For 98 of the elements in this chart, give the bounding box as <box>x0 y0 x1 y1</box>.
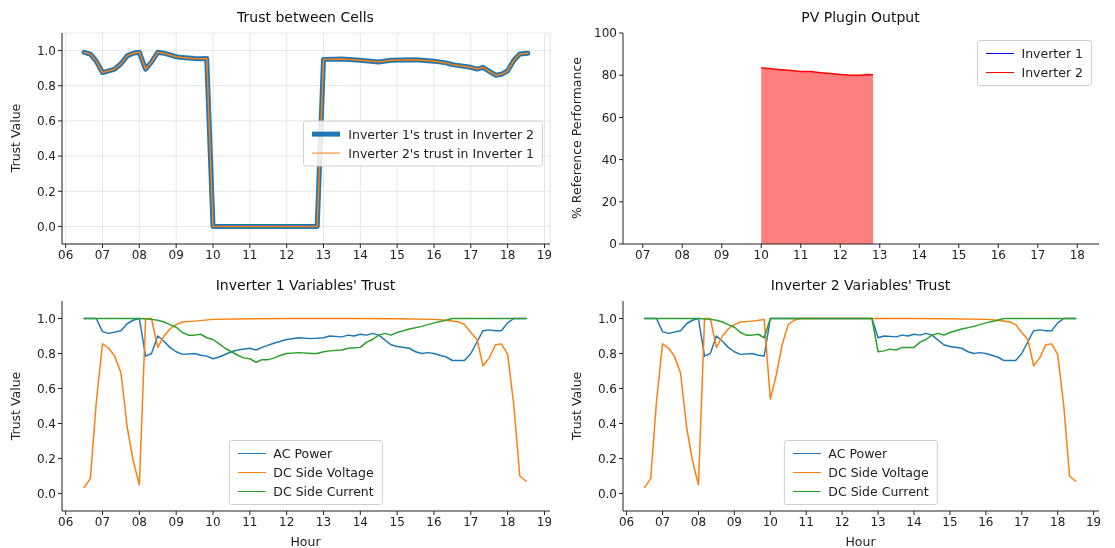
y-tick-label: 0 <box>609 237 617 252</box>
x-tick-label: 11 <box>793 247 809 262</box>
legend-label: Inverter 2 <box>1021 65 1083 80</box>
legend-label: DC Side Current <box>273 484 374 499</box>
x-tick-label: 10 <box>205 247 221 262</box>
y-tick-label: 0.0 <box>597 486 617 501</box>
x-tick-label: 18 <box>1069 247 1085 262</box>
y-tick-label: 60 <box>601 110 617 125</box>
x-tick-label: 19 <box>1085 514 1102 529</box>
x-tick-label: 17 <box>463 247 479 262</box>
x-tick-label: 10 <box>753 247 769 262</box>
x-axis-title: Hour <box>844 534 877 548</box>
x-tick-label: 13 <box>315 514 332 529</box>
x-tick-label: 13 <box>315 247 332 262</box>
y-tick-label: 0.2 <box>36 184 56 199</box>
chart-title: Inverter 1 Variables' Trust <box>214 277 397 293</box>
x-tick-label: 08 <box>131 514 147 529</box>
x-tick-label: 08 <box>131 247 147 262</box>
y-tick-label: 1.0 <box>36 43 56 58</box>
x-tick-label: 18 <box>500 514 516 529</box>
legend-label: Inverter 2's trust in Inverter 1 <box>348 145 534 161</box>
y-axis-title: Trust Value <box>568 371 584 440</box>
legend-label: DC Side Current <box>828 484 929 499</box>
x-tick-label: 11 <box>242 514 258 529</box>
x-tick-label: 16 <box>990 247 1006 262</box>
x-tick-label: 08 <box>690 514 707 529</box>
x-tick-label: 09 <box>726 514 743 529</box>
y-tick-label: 0.2 <box>36 451 56 466</box>
x-tick-label: 14 <box>911 247 927 262</box>
x-tick-label: 19 <box>536 247 553 262</box>
x-axis-title: Hour <box>289 534 322 548</box>
x-tick-label: 19 <box>536 514 553 529</box>
chart-title: Inverter 2 Variables' Trust <box>769 277 952 293</box>
y-tick-label: 40 <box>601 152 617 167</box>
x-tick-label: 17 <box>1014 514 1030 529</box>
x-tick-label: 09 <box>168 514 184 529</box>
chart-title: Trust between Cells <box>236 9 375 25</box>
x-tick-label: 14 <box>352 247 368 262</box>
y-axis-title: Trust Value <box>7 103 23 173</box>
legend-label: AC Power <box>828 446 888 461</box>
x-tick-label: 06 <box>58 514 74 529</box>
y-tick-label: 0.8 <box>597 346 617 361</box>
legend-label: DC Side Voltage <box>273 465 374 480</box>
x-tick-label: 12 <box>279 514 295 529</box>
chart-title: PV Plugin Output <box>800 9 921 25</box>
x-tick-label: 12 <box>834 514 850 529</box>
x-tick-label: 12 <box>832 247 848 262</box>
x-tick-label: 06 <box>618 514 635 529</box>
x-tick-label: 17 <box>1030 247 1046 262</box>
x-tick-label: 11 <box>798 514 814 529</box>
x-tick-label: 14 <box>352 514 368 529</box>
x-tick-label: 06 <box>58 247 74 262</box>
x-tick-label: 08 <box>674 247 690 262</box>
x-tick-label: 15 <box>389 247 405 262</box>
y-tick-label: 0.0 <box>36 486 56 501</box>
y-tick-label: 0.6 <box>597 381 617 396</box>
legend-label: DC Side Voltage <box>828 465 929 480</box>
x-tick-label: 12 <box>279 247 295 262</box>
x-tick-label: 07 <box>635 247 651 262</box>
y-tick-label: 0.0 <box>36 219 56 234</box>
y-tick-label: 0.2 <box>597 451 617 466</box>
x-tick-label: 10 <box>762 514 778 529</box>
y-axis-title: % Reference Performance <box>568 57 584 219</box>
y-tick-label: 0.4 <box>36 149 56 164</box>
x-tick-label: 18 <box>500 247 516 262</box>
x-tick-label: 15 <box>942 514 958 529</box>
y-tick-label: 100 <box>594 26 617 41</box>
x-tick-label: 09 <box>168 247 184 262</box>
y-tick-label: 1.0 <box>597 311 617 326</box>
y-axis-title: Trust Value <box>7 371 23 440</box>
y-tick-label: 0.4 <box>36 416 56 431</box>
x-tick-label: 16 <box>426 247 442 262</box>
x-tick-label: 07 <box>94 514 111 529</box>
y-tick-label: 0.6 <box>36 114 56 129</box>
y-tick-label: 0.6 <box>36 381 56 396</box>
x-tick-label: 16 <box>426 514 442 529</box>
x-tick-label: 16 <box>978 514 994 529</box>
x-tick-label: 17 <box>463 514 479 529</box>
legend-label: Inverter 1 <box>1021 46 1083 61</box>
y-tick-label: 0.8 <box>36 79 56 94</box>
y-tick-label: 0.8 <box>36 346 56 361</box>
x-tick-label: 11 <box>242 247 258 262</box>
x-tick-label: 18 <box>1050 514 1066 529</box>
x-tick-label: 07 <box>654 514 671 529</box>
x-tick-label: 10 <box>205 514 221 529</box>
legend-label: Inverter 1's trust in Inverter 2 <box>348 126 534 142</box>
x-tick-label: 14 <box>906 514 922 529</box>
x-tick-label: 07 <box>94 247 111 262</box>
y-tick-label: 1.0 <box>36 311 56 326</box>
x-tick-label: 15 <box>951 247 967 262</box>
legend-label: AC Power <box>273 446 333 461</box>
y-tick-label: 0.4 <box>597 416 617 431</box>
x-tick-label: 13 <box>872 247 888 262</box>
x-tick-label: 09 <box>714 247 730 262</box>
y-tick-label: 80 <box>601 68 617 83</box>
x-tick-label: 13 <box>870 514 886 529</box>
x-tick-label: 15 <box>389 514 405 529</box>
y-tick-label: 20 <box>601 195 617 210</box>
